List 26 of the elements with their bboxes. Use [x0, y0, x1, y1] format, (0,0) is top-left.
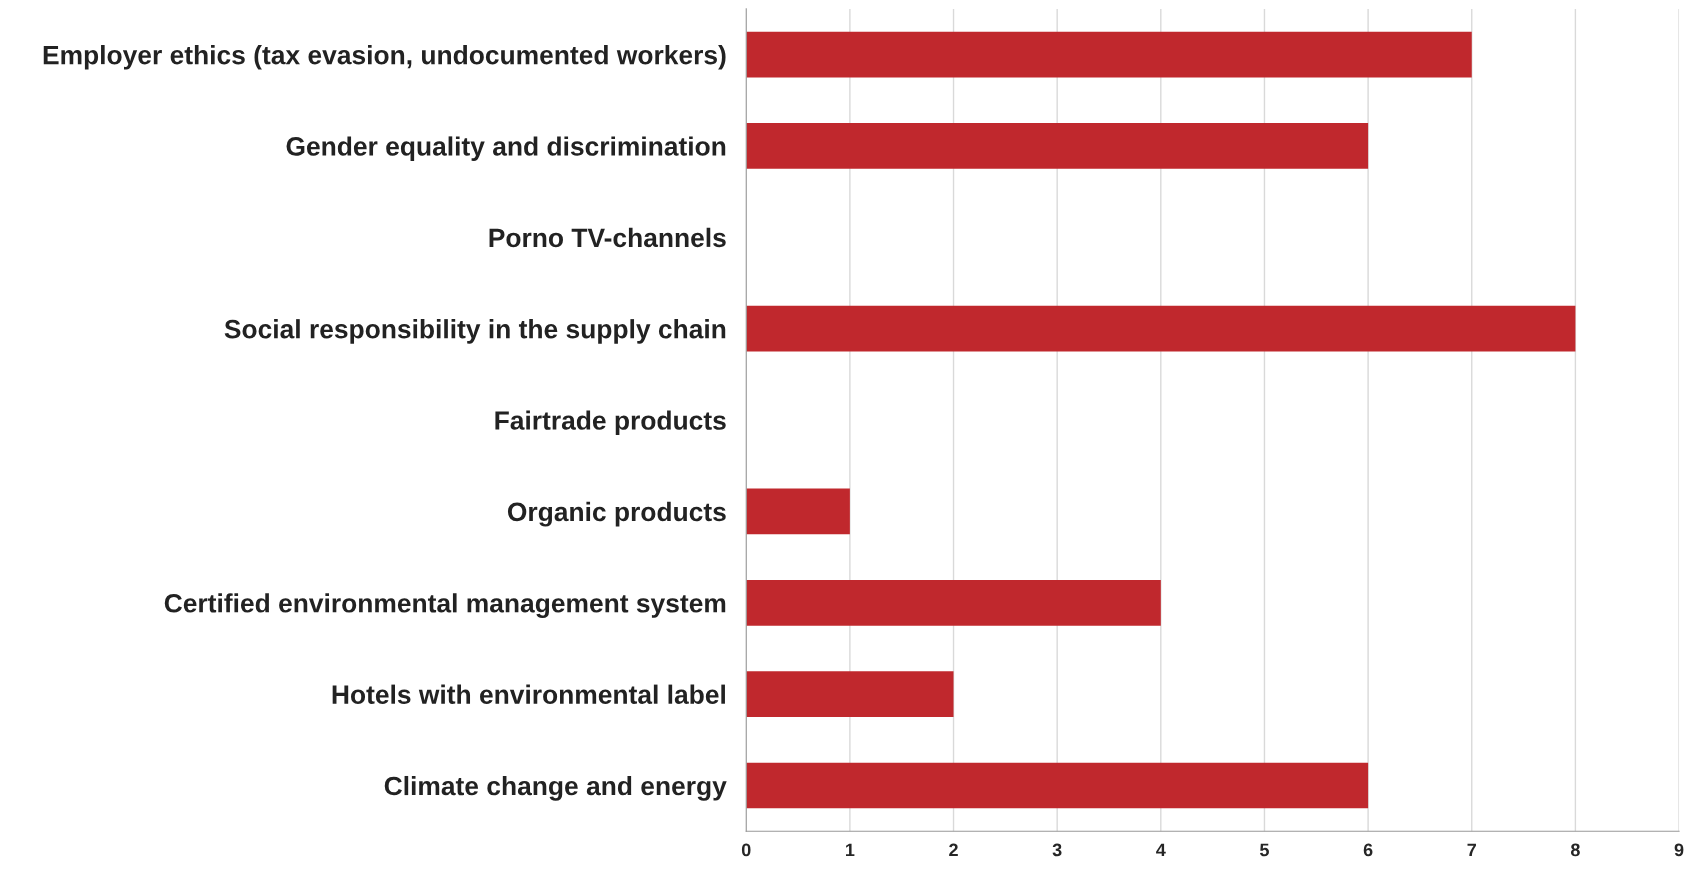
bar [746, 488, 850, 535]
bar [746, 305, 1576, 352]
bar [746, 671, 954, 717]
x-tick-label: 0 [741, 843, 751, 857]
y-tick-label: Fairtrade products [495, 410, 726, 436]
bar [746, 579, 1161, 626]
x-tick-label: 1 [846, 843, 855, 857]
x-tick-label: 8 [1570, 843, 1580, 857]
x-tick-label: 9 [1674, 843, 1684, 857]
y-tick-label: Porno TV-channels [489, 227, 726, 248]
y-tick-label: Social responsibility in the supply chain [224, 319, 726, 344]
bar [746, 762, 1369, 809]
y-tick-label: Employer ethics (tax evasion, undocumented workers) [43, 45, 726, 70]
x-tick-label: 5 [1260, 843, 1269, 857]
y-tick-label: Hotels with environmental label [332, 684, 725, 704]
bar [746, 123, 1369, 169]
x-tick-label: 7 [1467, 843, 1476, 857]
x-tick-label: 3 [1052, 843, 1062, 857]
y-tick-label: Gender equality and discrimination [286, 136, 726, 161]
x-tick-label: 4 [1156, 843, 1166, 857]
x-tick-label: 2 [949, 843, 958, 857]
y-tick-label: Climate change and energy [384, 775, 727, 801]
x-tick-label: 6 [1363, 843, 1373, 857]
y-tick-label: Certified environmental management system [164, 593, 726, 618]
y-tick-label: Organic products [507, 501, 726, 527]
bar [746, 31, 1472, 78]
